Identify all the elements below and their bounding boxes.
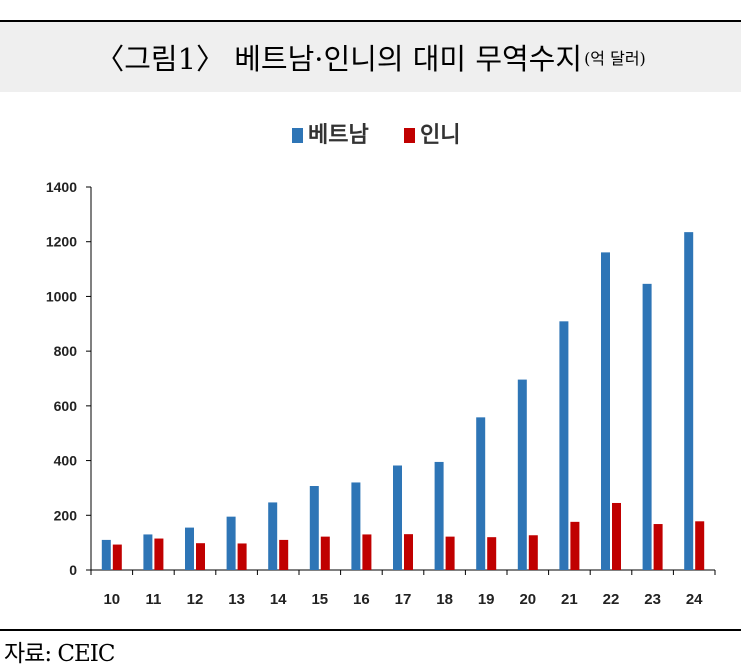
bar-vietnam bbox=[434, 461, 444, 570]
bar-indonesia bbox=[279, 539, 289, 570]
x-tick-label: 22 bbox=[603, 591, 620, 608]
x-tick-label: 10 bbox=[103, 591, 120, 608]
x-tick-label: 24 bbox=[686, 591, 703, 608]
bar-vietnam bbox=[684, 232, 694, 570]
bar-vietnam bbox=[559, 321, 569, 570]
bar-indonesia bbox=[653, 524, 663, 570]
figure-title: 〈그림1〉 베트남·인니의 대미 무역수지 (억 달러) bbox=[0, 22, 741, 92]
y-tick-label: 1200 bbox=[46, 234, 77, 250]
y-tick-label: 400 bbox=[54, 453, 78, 469]
y-tick-label: 1400 bbox=[46, 179, 77, 195]
bar-vietnam bbox=[642, 283, 652, 570]
title-unit: (억 달러) bbox=[584, 49, 646, 68]
y-tick-label: 1000 bbox=[46, 288, 77, 304]
bar-vietnam bbox=[226, 516, 236, 570]
bar-vietnam bbox=[185, 527, 194, 570]
bar-vietnam bbox=[476, 417, 486, 570]
bar-vietnam bbox=[351, 482, 361, 570]
title-text: 〈그림1〉 베트남·인니의 대미 무역수지 bbox=[95, 42, 583, 76]
chart-area: 베트남 인니 0 200 400 600 800 1000 1200 1400 10 11 12 13 14… bbox=[0, 100, 741, 620]
bar-vietnam bbox=[309, 486, 319, 570]
bar-indonesia bbox=[362, 534, 372, 570]
x-tick-label: 19 bbox=[478, 591, 495, 608]
title-band bbox=[0, 22, 741, 92]
x-tick-label: 17 bbox=[395, 591, 412, 608]
x-tick-label: 14 bbox=[270, 591, 287, 608]
legend-swatch bbox=[404, 128, 415, 143]
x-tick-label: 21 bbox=[561, 591, 578, 608]
bar-indonesia bbox=[528, 535, 538, 570]
bottom-rule bbox=[0, 629, 741, 631]
bar-vietnam bbox=[101, 539, 111, 570]
bar-indonesia bbox=[112, 544, 122, 570]
bar-vietnam bbox=[517, 379, 527, 570]
x-tick-label: 12 bbox=[187, 591, 204, 608]
x-tick-label: 20 bbox=[519, 591, 536, 608]
bar-indonesia bbox=[570, 521, 580, 570]
bar-indonesia bbox=[237, 543, 247, 570]
y-tick-label: 0 bbox=[69, 562, 77, 578]
y-tick-label: 800 bbox=[54, 343, 78, 359]
bar-vietnam bbox=[268, 502, 278, 570]
bar-vietnam bbox=[393, 465, 402, 570]
bar-indonesia bbox=[154, 538, 164, 570]
legend-swatch bbox=[292, 128, 303, 143]
x-tick-label: 13 bbox=[228, 591, 245, 608]
x-tick-label: 11 bbox=[145, 591, 161, 608]
x-tick-label: 16 bbox=[353, 591, 370, 608]
source-note: 자료: CEIC bbox=[4, 641, 115, 667]
bar-vietnam bbox=[143, 534, 153, 570]
bar-indonesia bbox=[445, 536, 455, 570]
bar-indonesia bbox=[487, 537, 497, 570]
y-tick-label: 600 bbox=[54, 398, 78, 414]
x-tick-label: 15 bbox=[311, 591, 328, 608]
legend-label: 인니 bbox=[420, 122, 460, 147]
bar-chart: 베트남 인니 0 200 400 600 800 1000 1200 1400 10 11 12 13 14… bbox=[46, 122, 716, 608]
x-tick-label: 23 bbox=[644, 591, 661, 608]
legend-label: 베트남 bbox=[308, 122, 369, 147]
bar-vietnam bbox=[601, 252, 610, 570]
bar-indonesia bbox=[612, 502, 621, 570]
x-tick-label: 18 bbox=[436, 591, 453, 608]
bar-indonesia bbox=[404, 534, 413, 570]
y-tick-label: 200 bbox=[54, 507, 78, 523]
top-rule bbox=[0, 20, 741, 22]
bar-indonesia bbox=[695, 521, 705, 570]
bar-indonesia bbox=[196, 543, 205, 570]
bar-indonesia bbox=[320, 536, 330, 570]
